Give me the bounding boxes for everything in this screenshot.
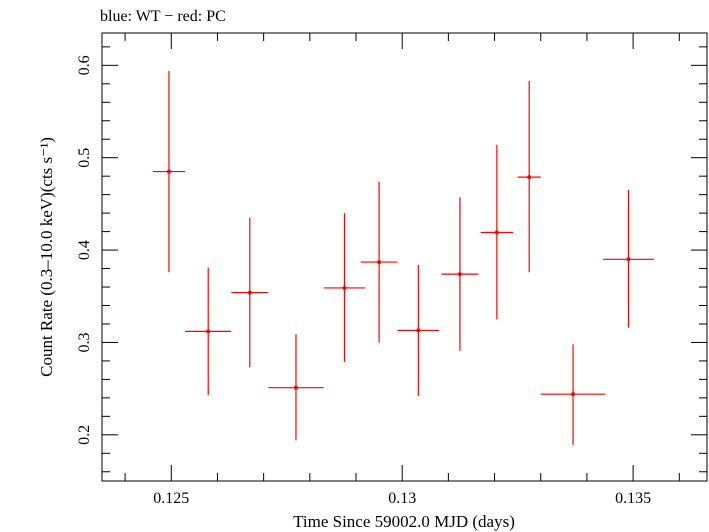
data-point (441, 197, 479, 351)
data-marker (342, 285, 347, 290)
data-marker (247, 290, 252, 295)
y-tick-label: 0.2 (76, 425, 93, 445)
data-series-pc (152, 70, 654, 445)
data-marker (416, 328, 421, 333)
y-tick-label: 0.4 (76, 240, 93, 260)
data-marker (293, 385, 298, 390)
data-marker (571, 392, 576, 397)
data-point (360, 181, 398, 343)
y-tick-labels: 0.2 0.3 0.4 0.5 0.6 (76, 55, 93, 444)
data-marker (457, 272, 462, 277)
data-marker (377, 260, 382, 265)
plot-frame (101, 32, 708, 482)
data-point (480, 144, 514, 320)
data-marker (626, 257, 631, 262)
data-point (268, 334, 324, 441)
data-marker (527, 175, 532, 180)
axis-ticks (102, 33, 707, 481)
chart-title: blue: WT − red: PC (100, 8, 226, 25)
x-axis-label: Time Since 59002.0 MJD (days) (293, 512, 515, 531)
x-tick-labels: 0.125 0.13 0.135 (153, 490, 651, 507)
data-point (323, 213, 366, 362)
data-marker (494, 230, 499, 235)
x-tick-label: 0.125 (153, 490, 189, 507)
y-tick-label: 0.5 (76, 148, 93, 168)
x-tick-label: 0.135 (615, 490, 651, 507)
x-tick-label: 0.13 (388, 490, 416, 507)
data-point (517, 81, 541, 273)
data-marker (166, 169, 171, 174)
data-point (603, 190, 654, 328)
y-tick-label: 0.6 (76, 55, 93, 75)
y-axis-label: Count Rate (0.3–10.0 keV)(cts s⁻¹) (37, 137, 56, 377)
data-point (185, 267, 232, 396)
data-point (540, 344, 606, 445)
data-point (231, 217, 269, 368)
data-point (397, 264, 440, 397)
data-point (152, 70, 186, 273)
y-tick-label: 0.3 (76, 332, 93, 352)
data-marker (206, 329, 211, 334)
